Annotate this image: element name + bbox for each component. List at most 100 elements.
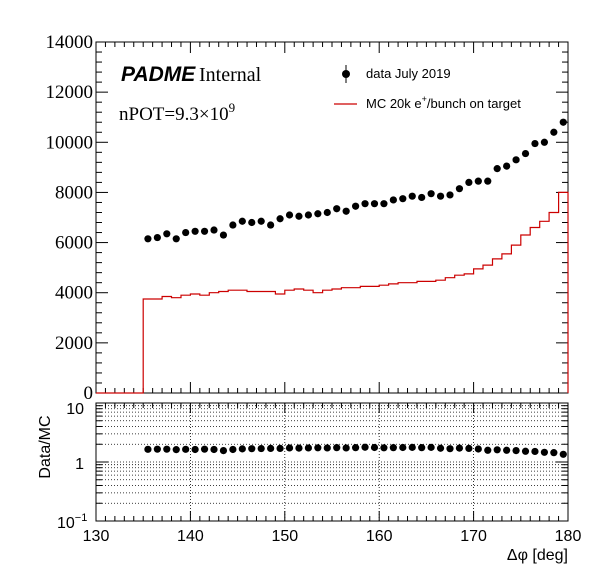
data-point xyxy=(144,235,152,243)
ratio-point xyxy=(200,445,209,453)
x-tick-labels: 130 140 150 160 170 180 xyxy=(83,528,582,545)
ratio-point xyxy=(361,443,369,451)
ratio-ytick-10: 10 xyxy=(66,401,84,418)
main-ytick-label: 10000 xyxy=(46,132,94,153)
main-ytick-label: 14000 xyxy=(46,32,94,53)
ratio-point xyxy=(285,444,294,452)
data-point xyxy=(200,227,209,235)
ratio-point xyxy=(399,443,407,452)
main-ytick-label: 12000 xyxy=(46,82,94,103)
data-point xyxy=(408,192,416,200)
data-point xyxy=(210,226,218,234)
main-ytick-label: 4000 xyxy=(55,283,93,304)
main-ytick-label: 6000 xyxy=(55,233,93,254)
ratio-point xyxy=(276,444,284,453)
ratio-point xyxy=(455,444,464,452)
data-point xyxy=(503,162,511,170)
ratio-point xyxy=(163,445,171,453)
data-point xyxy=(455,185,464,193)
main-ytick-label: 0 xyxy=(84,383,94,404)
ratio-point xyxy=(295,444,303,452)
ratio-point xyxy=(352,444,360,452)
ratio-point xyxy=(531,447,539,456)
data-point xyxy=(380,200,388,208)
ratio-point xyxy=(182,445,190,453)
data-point xyxy=(248,218,256,227)
legend-mc-label: MC 20k e+/bunch on target xyxy=(366,94,521,111)
data-point xyxy=(182,228,190,237)
internal-label: Internal xyxy=(199,64,262,86)
data-point xyxy=(276,215,284,223)
ratio-point xyxy=(323,444,331,452)
data-point xyxy=(323,208,331,217)
legend-data-label: data July 2019 xyxy=(366,66,451,81)
npot-label: nPOT=9.3×109 xyxy=(119,100,235,125)
ratio-point xyxy=(153,445,161,453)
data-point xyxy=(163,230,171,238)
main-panel: 0 2000 4000 6000 8000 10000 12000 14000 xyxy=(46,32,569,404)
data-point xyxy=(540,138,549,146)
ratio-point xyxy=(144,445,152,453)
data-point xyxy=(267,221,275,229)
ratio-point xyxy=(342,444,350,452)
ratio-point xyxy=(484,446,492,454)
main-axis-ticks xyxy=(95,41,569,394)
data-point xyxy=(550,128,558,136)
ratio-point xyxy=(333,444,341,452)
data-point xyxy=(219,231,228,239)
x-tick-label: 140 xyxy=(177,528,204,545)
data-point xyxy=(304,211,312,219)
ratio-point xyxy=(380,444,388,452)
data-point xyxy=(370,200,379,208)
x-tick-label: 170 xyxy=(460,528,487,545)
ratio-point xyxy=(540,448,549,456)
mc-histogram-line xyxy=(96,191,569,394)
ratio-point xyxy=(550,449,558,457)
data-point xyxy=(295,212,303,220)
ratio-point xyxy=(257,444,265,453)
data-point xyxy=(418,193,426,202)
ratio-point xyxy=(210,445,218,454)
ratio-point xyxy=(521,447,530,455)
data-point xyxy=(172,235,180,243)
data-point xyxy=(521,149,530,158)
ratio-point xyxy=(191,445,199,454)
data-point xyxy=(493,165,501,173)
data-point xyxy=(314,210,322,218)
data-point xyxy=(436,192,445,200)
data-point xyxy=(229,221,237,229)
x-tick-label: 150 xyxy=(271,528,298,545)
x-axis-label: Δφ [deg] xyxy=(507,547,568,564)
ratio-point xyxy=(370,443,379,452)
ratio-point xyxy=(446,445,454,453)
data-point xyxy=(352,202,360,210)
ratio-point xyxy=(503,446,511,454)
legend: data July 2019 MC 20k e+/bunch on target xyxy=(334,65,521,111)
ratio-point xyxy=(238,445,246,453)
ratio-ytick-1: 1 xyxy=(75,456,84,473)
ratio-point xyxy=(559,450,567,458)
ratio-point xyxy=(418,444,426,452)
ratio-point xyxy=(314,444,322,452)
data-point xyxy=(531,139,539,148)
ratio-point xyxy=(172,446,180,454)
x-tick-label: 160 xyxy=(366,528,393,545)
ratio-ytick-0.1: 10−1 xyxy=(57,512,87,532)
data-point xyxy=(484,177,492,185)
ratio-point xyxy=(248,445,256,453)
ratio-point xyxy=(493,446,501,454)
padme-logo: PADME xyxy=(121,63,196,86)
data-point xyxy=(342,207,350,215)
data-point xyxy=(446,191,454,199)
data-points xyxy=(144,118,567,243)
data-point xyxy=(474,177,482,185)
main-ytick-label: 2000 xyxy=(55,333,93,354)
data-point xyxy=(333,205,341,213)
ratio-point xyxy=(427,443,435,451)
ratio-axis-ticks xyxy=(95,402,569,522)
ratio-point xyxy=(465,444,473,453)
ratio-point xyxy=(304,444,312,452)
data-point xyxy=(389,196,397,204)
data-point xyxy=(559,118,567,126)
